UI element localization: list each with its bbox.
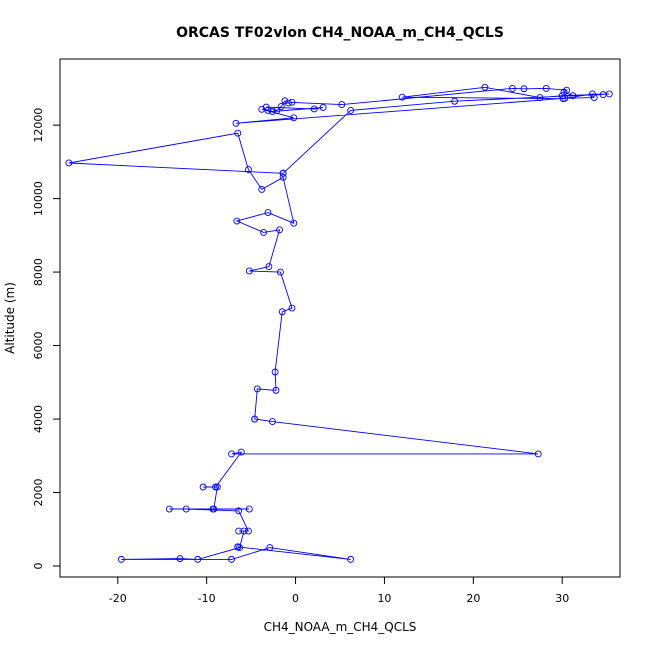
data-point [590,94,598,102]
data-point [236,544,244,552]
data-point [165,505,173,513]
data-point [279,169,287,177]
data-point [319,104,327,111]
data-point [272,386,280,394]
data-point [245,505,253,513]
data-point [290,114,298,122]
data-point [210,505,218,513]
x-tick-label: -20 [109,592,127,605]
data-point [347,106,355,114]
data-point [271,368,279,376]
data-point [176,555,184,563]
data-point [268,418,276,426]
series-line [68,86,610,560]
data-point [232,119,240,127]
data-point [245,267,253,275]
data-point [563,86,571,94]
data-point [244,166,252,174]
data-point [212,483,220,491]
chart-title: ORCAS TF02vlon CH4_NOAA_m_CH4_QCLS [176,25,504,41]
data-point [561,94,569,102]
x-tick-label: 10 [377,592,391,605]
data-point [258,105,266,113]
data-point [228,450,236,458]
x-axis-label: CH4_NOAA_m_CH4_QCLS [264,620,417,634]
y-tick-label: 0 [32,562,45,569]
plot-frame [59,58,621,578]
y-tick-label: 6000 [32,332,45,360]
data-point [240,527,248,535]
data-point [284,99,292,107]
data-point [233,217,241,225]
data-point [508,84,516,92]
data-point [599,91,607,99]
x-tick-label: 0 [292,592,299,605]
y-tick-label: 10000 [32,181,45,216]
data-point [258,185,266,193]
data-point [235,507,243,515]
data-point [338,101,346,109]
x-tick-label: 30 [555,592,569,605]
data-point [520,85,528,93]
x-tick-label: 20 [466,592,480,605]
y-tick-label: 4000 [32,405,45,433]
y-axis-label: Altitude (m) [3,282,17,354]
data-point [265,263,273,271]
data-point [588,90,596,98]
data-point [288,304,296,312]
data-point [277,102,285,110]
data-point [260,228,268,236]
data-point [268,108,276,115]
data-point [262,103,270,111]
data-point [534,450,542,458]
data-point [281,97,289,105]
y-tick-label: 8000 [32,258,45,286]
data-point [117,555,125,563]
data-point [536,94,544,102]
data-point [264,209,272,217]
x-tick-label: -10 [198,592,216,605]
data-point [251,415,259,423]
data-point [235,527,243,535]
series-layer [65,83,613,563]
data-point [569,92,577,100]
data-point [276,268,284,276]
data-point [288,98,296,106]
data-point [290,219,298,227]
data-point [194,555,202,563]
data-point [213,483,221,491]
data-point [542,84,550,92]
data-point [253,385,261,393]
data-point [481,83,489,91]
data-point [273,106,281,114]
data-point [310,105,318,113]
data-point [278,308,286,316]
data-point [451,97,459,105]
data-point [347,555,355,563]
data-point [182,505,190,513]
data-point [244,527,252,535]
data-point [234,129,242,137]
data-point [276,226,284,234]
y-axis: 0 2000 4000 6000 8000 10000 12000 [32,108,61,569]
data-point [65,159,73,167]
y-tick-label: 12000 [32,108,45,143]
data-point [398,93,406,101]
data-point [279,173,287,181]
data-point [266,544,274,552]
data-point [237,448,245,456]
x-axis: -20 -10 0 10 20 30 [109,576,569,605]
data-point [199,483,207,491]
y-tick-label: 2000 [32,479,45,507]
data-point [228,555,236,563]
